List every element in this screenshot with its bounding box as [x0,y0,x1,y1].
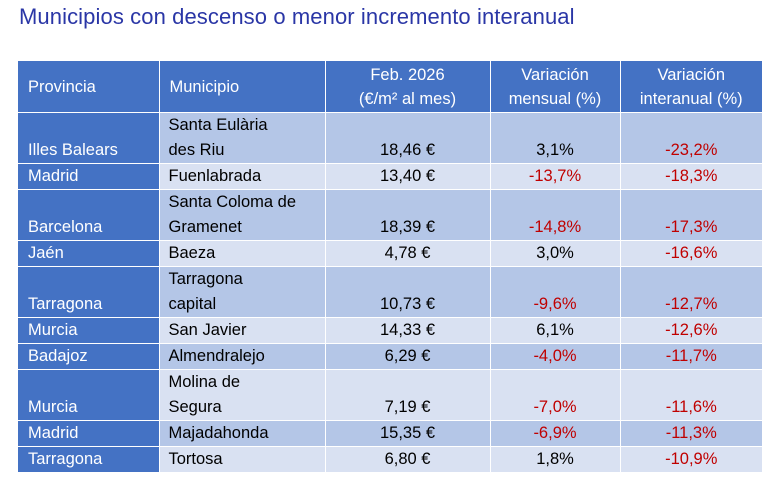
cell-municipio: Santa Coloma de Gramenet [158,189,325,241]
cell-variacion-interanual: -10,9% [619,446,762,472]
cell-variacion-interanual: -11,6% [619,369,762,421]
table-row: Illes Balears Santa Eulària des Riu 18,46 €… [18,112,762,164]
header-municipio: Municipio [158,61,325,113]
table-row: Madrid Fuenlabrada 13,40 € -13,7% -18,3% [18,163,762,190]
cell-precio: 15,35 € [324,420,490,447]
cell-variacion-mensual: -7,0% [489,369,620,421]
header-variacion-interanual: Variación interanual (%) [619,61,762,113]
cell-variacion-interanual: -12,6% [619,317,762,344]
cell-variacion-mensual: -6,9% [489,420,620,447]
cell-provincia: Murcia [18,317,159,344]
header-mensual-line1: Variación [521,65,589,84]
table-row: Murcia San Javier 14,33 €6,1% -12,6% [18,317,762,344]
cell-municipio: Tortosa [158,446,325,472]
cell-variacion-mensual: 1,8% [489,446,620,472]
header-precio-line1: Feb. 2026 [370,65,445,84]
cell-variacion-mensual: -4,0% [489,343,620,370]
header-precio: Feb. 2026 (€/m² al mes) [324,61,490,113]
cell-municipio: Almendralejo [158,343,325,370]
table-row: Murcia Molina de Segura 7,19 € -7,0% -11,6% [18,369,762,421]
cell-provincia: Tarragona [18,446,159,472]
cell-municipio: Majadahonda [158,420,325,447]
cell-provincia: Jaén [18,240,159,267]
table-row: Madrid Majadahonda 15,35 € -6,9% -11,3% [18,420,762,447]
cell-variacion-mensual: -13,7% [489,163,620,190]
municipio-line1: Santa Eulària [168,116,268,134]
table-row: Badajoz Almendralejo 6,29 € -4,0% -11,7% [18,343,762,370]
cell-provincia: Tarragona [18,266,159,318]
cell-variacion-interanual: -11,3% [619,420,762,447]
cell-variacion-interanual: -16,6% [619,240,762,267]
page-title: Municipios con descenso o menor incremen… [19,4,575,29]
cell-precio: 7,19 € [324,369,490,421]
cell-variacion-mensual: -9,6% [489,266,620,318]
municipio-line1: Majadahonda [168,424,269,442]
municipio-line2: capital [168,295,217,313]
municipio-line1: Fuenlabrada [168,167,262,185]
cell-precio: 18,39 € [324,189,490,241]
header-precio-line2: (€/m² al mes) [358,89,457,108]
cell-variacion-interanual: -12,7% [619,266,762,318]
header-variacion-mensual: Variación mensual (%) [489,61,620,113]
table-header-row: Provincia Municipio Feb. 2026 (€/m² al m… [18,61,762,113]
municipio-line1: Tarragona [168,270,243,288]
cell-municipio: Molina de Segura [158,369,325,421]
cell-precio: 10,73 € [324,266,490,318]
cell-variacion-mensual: 3,0% [489,240,620,267]
municipio-line1: Baeza [168,244,216,262]
cell-variacion-interanual: -23,2% [619,112,762,164]
cell-municipio: Santa Eulària des Riu [158,112,325,164]
cell-municipio: Fuenlabrada [158,163,325,190]
municipio-line1: Tortosa [168,450,223,468]
cell-provincia: Barcelona [18,189,159,241]
cell-variacion-interanual: -18,3% [619,163,762,190]
header-provincia: Provincia [18,61,159,113]
table-row: Barcelona Santa Coloma de Gramenet 18,39 € -… [18,189,762,241]
municipio-line2: des Riu [168,141,225,159]
cell-variacion-mensual: -14,8% [489,189,620,241]
table-row: Tarragona Tarragona capital 10,73 € -9,6% -12… [18,266,762,318]
cell-variacion-interanual: -11,7% [619,343,762,370]
municipio-line2: Gramenet [168,218,242,236]
cell-municipio: Tarragona capital [158,266,325,318]
municipio-line1: Santa Coloma de [168,193,297,211]
cell-provincia: Illes Balears [18,112,159,164]
cell-provincia: Murcia [18,369,159,421]
table-row: Tarragona Tortosa 6,80 €1,8% -10,9% [18,446,762,472]
cell-variacion-mensual: 3,1% [489,112,620,164]
table-row: Jaén Baeza 4,78 €3,0% -16,6% [18,240,762,267]
table-body: Illes Balears Santa Eulària des Riu 18,46 €… [18,112,762,472]
municipio-line1: Molina de [168,373,241,391]
cell-provincia: Madrid [18,420,159,447]
header-interanual-line2: interanual (%) [639,89,743,108]
header-interanual-line1: Variación [657,65,726,84]
cell-variacion-interanual: -17,3% [619,189,762,241]
header-mensual-line2: mensual (%) [508,89,602,108]
municipio-line1: Almendralejo [168,347,265,365]
cell-precio: 13,40 € [324,163,490,190]
cell-provincia: Badajoz [18,343,159,370]
cell-precio: 14,33 € [324,317,490,344]
municipio-line2: Segura [168,398,222,416]
cell-municipio: Baeza [158,240,325,267]
cell-variacion-mensual: 6,1% [489,317,620,344]
cell-provincia: Madrid [18,163,159,190]
cell-precio: 18,46 € [324,112,490,164]
municipio-line1: San Javier [168,321,247,339]
municipios-table: Provincia Municipio Feb. 2026 (€/m² al m… [18,61,762,472]
cell-municipio: San Javier [158,317,325,344]
cell-precio: 6,29 € [324,343,490,370]
cell-precio: 4,78 € [324,240,490,267]
cell-precio: 6,80 € [324,446,490,472]
